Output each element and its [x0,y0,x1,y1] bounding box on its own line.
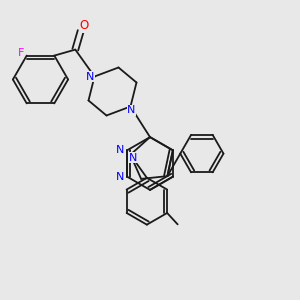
Text: O: O [80,19,89,32]
Text: N: N [129,153,137,163]
Text: N: N [116,145,125,155]
Text: N: N [86,71,94,82]
Text: F: F [17,48,24,58]
Text: N: N [127,105,136,115]
Text: N: N [116,172,125,182]
